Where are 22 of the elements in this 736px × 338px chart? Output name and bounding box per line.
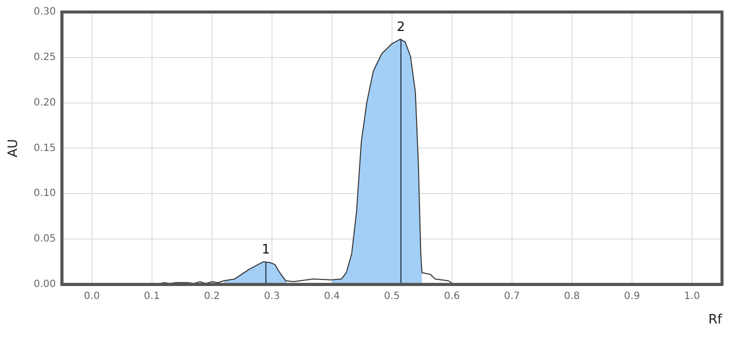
- x-tick-label: 0.2: [204, 290, 220, 302]
- x-tick-label: 0.6: [444, 290, 460, 302]
- y-tick-label: 0.05: [34, 234, 56, 245]
- x-tick-label: 0.5: [384, 290, 400, 302]
- x-tick-label: 0.1: [144, 290, 160, 302]
- y-tick-label: 0.20: [34, 97, 56, 108]
- y-tick-label: 0.15: [34, 142, 56, 154]
- x-tick-label: 0.9: [624, 290, 640, 302]
- x-tick-label: 0.4: [324, 290, 340, 302]
- x-tick-label: 0.3: [264, 290, 280, 302]
- x-tick-label: 0.7: [504, 290, 520, 302]
- y-tick-label: 0.00: [34, 278, 56, 290]
- x-axis-title: Rf: [708, 312, 722, 328]
- y-tick-label: 0.30: [34, 6, 56, 18]
- x-tick-label: 0.0: [84, 290, 100, 302]
- y-axis-title: AU: [6, 138, 22, 158]
- annotation: 1: [262, 242, 270, 258]
- y-tick-label: 0.10: [34, 188, 56, 200]
- annotation: 2: [396, 20, 406, 36]
- y-tick-label: 0.25: [34, 52, 56, 63]
- x-tick-label: 1.0: [684, 290, 700, 302]
- x-tick-label: 0.8: [564, 290, 580, 302]
